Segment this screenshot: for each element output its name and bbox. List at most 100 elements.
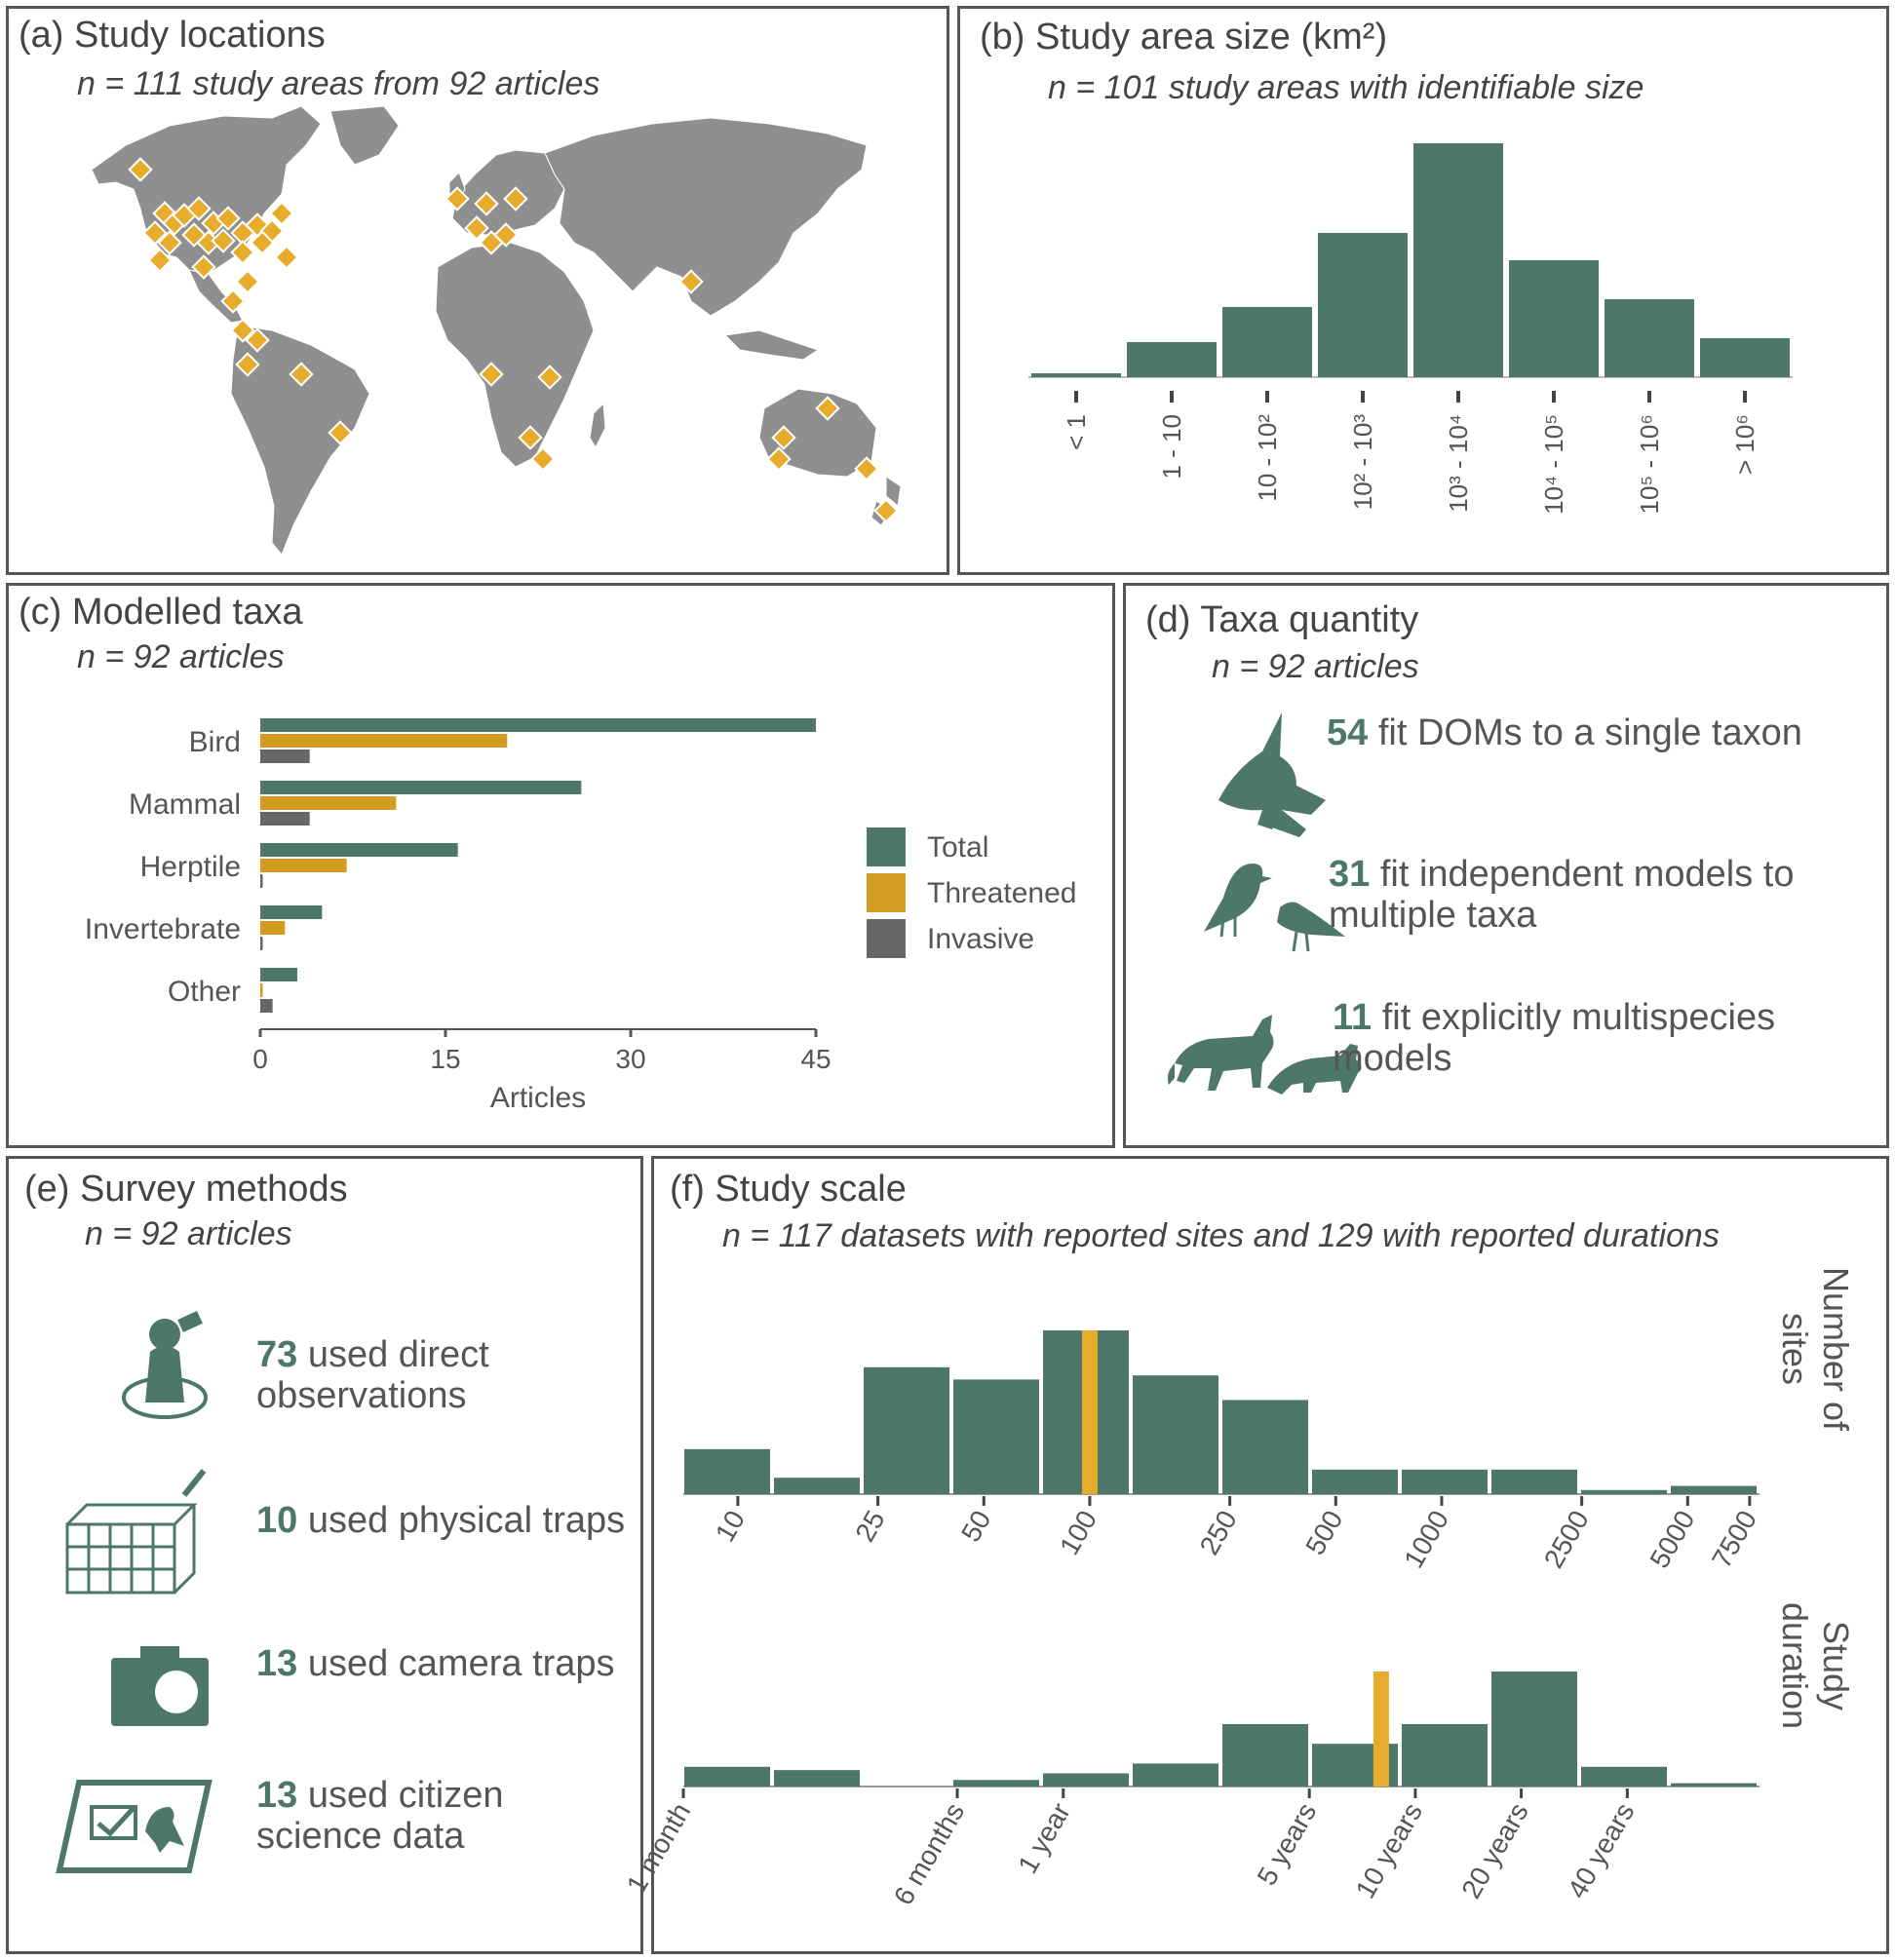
bar xyxy=(1312,1469,1398,1494)
category-label: Herptile xyxy=(140,851,241,883)
tick-label: 6 months xyxy=(888,1798,970,1910)
survey-stat-physical-number: 10 xyxy=(256,1500,298,1541)
tick-label: 50 xyxy=(955,1506,996,1547)
tick-label: 2500 xyxy=(1538,1506,1595,1573)
bar xyxy=(1581,1766,1667,1787)
bar xyxy=(774,1478,860,1494)
study-location-marker xyxy=(274,245,299,270)
study-location-markers xyxy=(128,157,899,523)
survey-stat-citizen-number: 13 xyxy=(256,1775,298,1816)
bar xyxy=(260,921,286,935)
bar xyxy=(1491,1672,1577,1787)
panel-b-subtitle: n = 101 study areas with identifiable si… xyxy=(1048,69,1644,106)
bar xyxy=(260,734,508,748)
bar xyxy=(1700,338,1790,377)
tick-label: 15 xyxy=(430,1044,460,1074)
study-location-marker xyxy=(196,230,221,255)
panel-study-scale: (f) Study scale n = 117 datasets with re… xyxy=(621,1156,1889,1954)
bar xyxy=(1222,1723,1308,1787)
panel-survey-methods: (e) Survey methods n = 92 articles xyxy=(6,1156,643,1954)
survey-stat-camera-number: 13 xyxy=(256,1643,298,1684)
bar xyxy=(1222,1400,1308,1494)
tick-label: 100 xyxy=(1054,1506,1102,1560)
legend-label: Threatened xyxy=(927,877,1076,909)
tick-label: 7500 xyxy=(1706,1506,1762,1573)
study-location-marker xyxy=(479,230,504,255)
bar xyxy=(864,1366,949,1494)
bar xyxy=(1491,1469,1577,1494)
taxa-stat-multispecies-text: fit explicitly multispecies models xyxy=(1333,997,1776,1079)
bar xyxy=(1671,1783,1757,1787)
bar xyxy=(1402,1723,1488,1787)
taxa-stat-single-text: fit DOMs to a single taxon xyxy=(1368,712,1802,753)
tick-label: 10⁴ - 10⁵ xyxy=(1539,414,1568,515)
panel-d-subtitle: n = 92 articles xyxy=(1212,648,1419,685)
study-location-marker xyxy=(211,228,236,253)
taxa-stat-independent-number: 31 xyxy=(1329,854,1371,895)
study-location-marker xyxy=(142,220,168,246)
bar xyxy=(260,968,297,981)
bar xyxy=(260,874,263,888)
panel-b-title: (b) Study area size (km²) xyxy=(980,17,1388,58)
bar xyxy=(1605,299,1694,377)
bar xyxy=(260,999,273,1013)
study-location-marker xyxy=(464,215,489,241)
study-location-marker xyxy=(289,362,314,387)
tick-label: 5 years xyxy=(1252,1798,1323,1891)
taxa-stat-independent: 31 fit independent models to multiple ta… xyxy=(1329,854,1836,936)
category-label: Other xyxy=(168,976,241,1008)
bar xyxy=(1413,143,1503,377)
bar xyxy=(260,937,263,950)
panel-study-area-size: (b) Study area size (km²) n = 101 study … xyxy=(957,6,1889,575)
study-location-marker xyxy=(873,498,899,523)
tick-label: 30 xyxy=(615,1044,645,1074)
survey-stat-citizen: 13 used citizen science data xyxy=(256,1775,627,1857)
study-location-marker xyxy=(328,420,353,445)
study-location-marker xyxy=(479,362,504,387)
category-label: Bird xyxy=(189,726,241,758)
study-location-marker xyxy=(474,191,499,216)
tick-label: > 10⁶ xyxy=(1730,414,1760,475)
study-location-marker xyxy=(678,269,704,294)
panel-study-locations: (a) Study locations n = 111 study areas … xyxy=(6,6,949,575)
legend-swatch xyxy=(867,873,906,912)
survey-stat-physical-text: used physical traps xyxy=(297,1500,626,1541)
study-location-marker xyxy=(191,254,216,280)
survey-stat-direct: 73 used direct observations xyxy=(256,1334,627,1416)
study-location-marker xyxy=(235,269,260,294)
panel-f-subtitle: n = 117 datasets with reported sites and… xyxy=(722,1217,1720,1254)
modelled-taxa-chart: Bird Mammal Herptile Invertebrate Other 0 15 30… xyxy=(85,718,1076,1114)
bar xyxy=(1581,1489,1667,1494)
bar xyxy=(774,1770,860,1787)
survey-stat-camera: 13 used camera traps xyxy=(256,1643,627,1684)
panel-c-subtitle: n = 92 articles xyxy=(77,638,285,675)
study-location-marker xyxy=(815,396,840,421)
study-location-marker xyxy=(771,425,796,450)
category-label: Mammal xyxy=(129,788,241,821)
study-location-marker xyxy=(235,352,260,377)
observer-icon xyxy=(122,1311,208,1419)
bar xyxy=(260,983,263,997)
citizen-science-icon xyxy=(56,1780,213,1873)
median-marker xyxy=(1373,1672,1389,1787)
tick-label: 250 xyxy=(1194,1506,1243,1560)
legend-swatch xyxy=(867,827,906,866)
bar xyxy=(1031,373,1121,377)
study-area-size-chart: < 1 1 - 10 10 - 10² 10² - 10³ 10³ - 10⁴ 10⁴ -… xyxy=(1028,143,1793,515)
study-location-marker xyxy=(230,240,255,265)
study-location-marker xyxy=(250,230,275,255)
median-marker xyxy=(1081,1330,1098,1494)
y-axis-label: Number of xyxy=(1816,1267,1856,1432)
panel-f-title: (f) Study scale xyxy=(670,1169,907,1210)
bar xyxy=(1133,1375,1218,1494)
bar xyxy=(1509,260,1599,377)
tick-label: 1000 xyxy=(1398,1506,1454,1573)
study-location-marker xyxy=(230,318,255,343)
panel-e-title: (e) Survey methods xyxy=(24,1169,348,1210)
study-location-marker xyxy=(186,196,212,221)
survey-icons xyxy=(56,1311,213,1873)
tick-label: 500 xyxy=(1299,1506,1348,1560)
y-axis-label: duration xyxy=(1775,1602,1815,1729)
category-label: Invertebrate xyxy=(85,913,241,945)
two-foxes-icon xyxy=(1126,586,1892,1151)
